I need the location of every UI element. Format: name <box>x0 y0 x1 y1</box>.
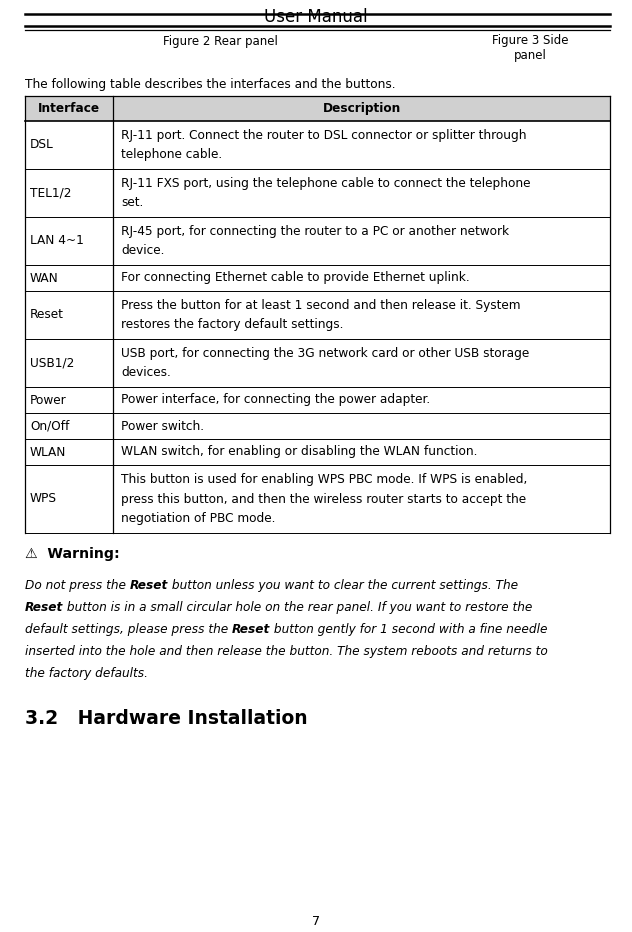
Text: telephone cable.: telephone cable. <box>121 148 222 161</box>
Text: negotiation of PBC mode.: negotiation of PBC mode. <box>121 512 276 525</box>
Text: ⚠  Warning:: ⚠ Warning: <box>25 547 119 561</box>
Text: WLAN: WLAN <box>30 445 66 459</box>
Text: Figure 3 Side
panel: Figure 3 Side panel <box>492 34 568 62</box>
Text: LAN 4~1: LAN 4~1 <box>30 235 84 248</box>
Text: inserted into the hole and then release the button. The system reboots and retur: inserted into the hole and then release … <box>25 645 548 658</box>
Text: WLAN switch, for enabling or disabling the WLAN function.: WLAN switch, for enabling or disabling t… <box>121 445 477 459</box>
Text: Reset: Reset <box>232 623 270 636</box>
Text: For connecting Ethernet cable to provide Ethernet uplink.: For connecting Ethernet cable to provide… <box>121 271 470 284</box>
Text: RJ-45 port, for connecting the router to a PC or another network: RJ-45 port, for connecting the router to… <box>121 225 509 238</box>
Text: Power interface, for connecting the power adapter.: Power interface, for connecting the powe… <box>121 393 430 406</box>
Text: button is in a small circular hole on the rear panel. If you want to restore the: button is in a small circular hole on th… <box>63 601 533 614</box>
Text: Do not press the: Do not press the <box>25 579 130 592</box>
Text: DSL: DSL <box>30 139 54 152</box>
Text: RJ-11 port. Connect the router to DSL connector or splitter through: RJ-11 port. Connect the router to DSL co… <box>121 129 526 142</box>
Text: This button is used for enabling WPS PBC mode. If WPS is enabled,: This button is used for enabling WPS PBC… <box>121 473 527 487</box>
Text: TEL1/2: TEL1/2 <box>30 186 71 199</box>
Text: Reset: Reset <box>130 579 168 592</box>
Text: Power: Power <box>30 393 66 406</box>
Text: button gently for 1 second with a fine needle: button gently for 1 second with a fine n… <box>270 623 548 636</box>
Text: The following table describes the interfaces and the buttons.: The following table describes the interf… <box>25 78 396 91</box>
Text: button unless you want to clear the current settings. The: button unless you want to clear the curr… <box>168 579 518 592</box>
Text: RJ-11 FXS port, using the telephone cable to connect the telephone: RJ-11 FXS port, using the telephone cabl… <box>121 177 530 190</box>
Text: restores the factory default settings.: restores the factory default settings. <box>121 318 343 331</box>
Text: Reset: Reset <box>30 308 64 322</box>
Text: the factory defaults.: the factory defaults. <box>25 667 148 680</box>
Text: 3.2   Hardware Installation: 3.2 Hardware Installation <box>25 709 308 728</box>
Text: Press the button for at least 1 second and then release it. System: Press the button for at least 1 second a… <box>121 299 521 312</box>
Text: Reset: Reset <box>25 601 63 614</box>
Text: On/Off: On/Off <box>30 419 70 432</box>
Text: press this button, and then the wireless router starts to accept the: press this button, and then the wireless… <box>121 492 526 505</box>
Text: Description: Description <box>322 102 401 115</box>
Bar <box>25 96 610 121</box>
Text: Interface: Interface <box>38 102 100 115</box>
Text: devices.: devices. <box>121 366 171 379</box>
Text: USB1/2: USB1/2 <box>30 357 75 369</box>
Text: User Manual: User Manual <box>264 8 368 26</box>
Text: WAN: WAN <box>30 271 59 284</box>
Text: USB port, for connecting the 3G network card or other USB storage: USB port, for connecting the 3G network … <box>121 347 529 360</box>
Text: 7: 7 <box>312 915 320 928</box>
Text: WPS: WPS <box>30 492 57 505</box>
Text: Figure 2 Rear panel: Figure 2 Rear panel <box>162 35 277 48</box>
Text: default settings, please press the: default settings, please press the <box>25 623 232 636</box>
Text: Power switch.: Power switch. <box>121 419 204 432</box>
Text: set.: set. <box>121 196 143 209</box>
Text: device.: device. <box>121 244 164 257</box>
